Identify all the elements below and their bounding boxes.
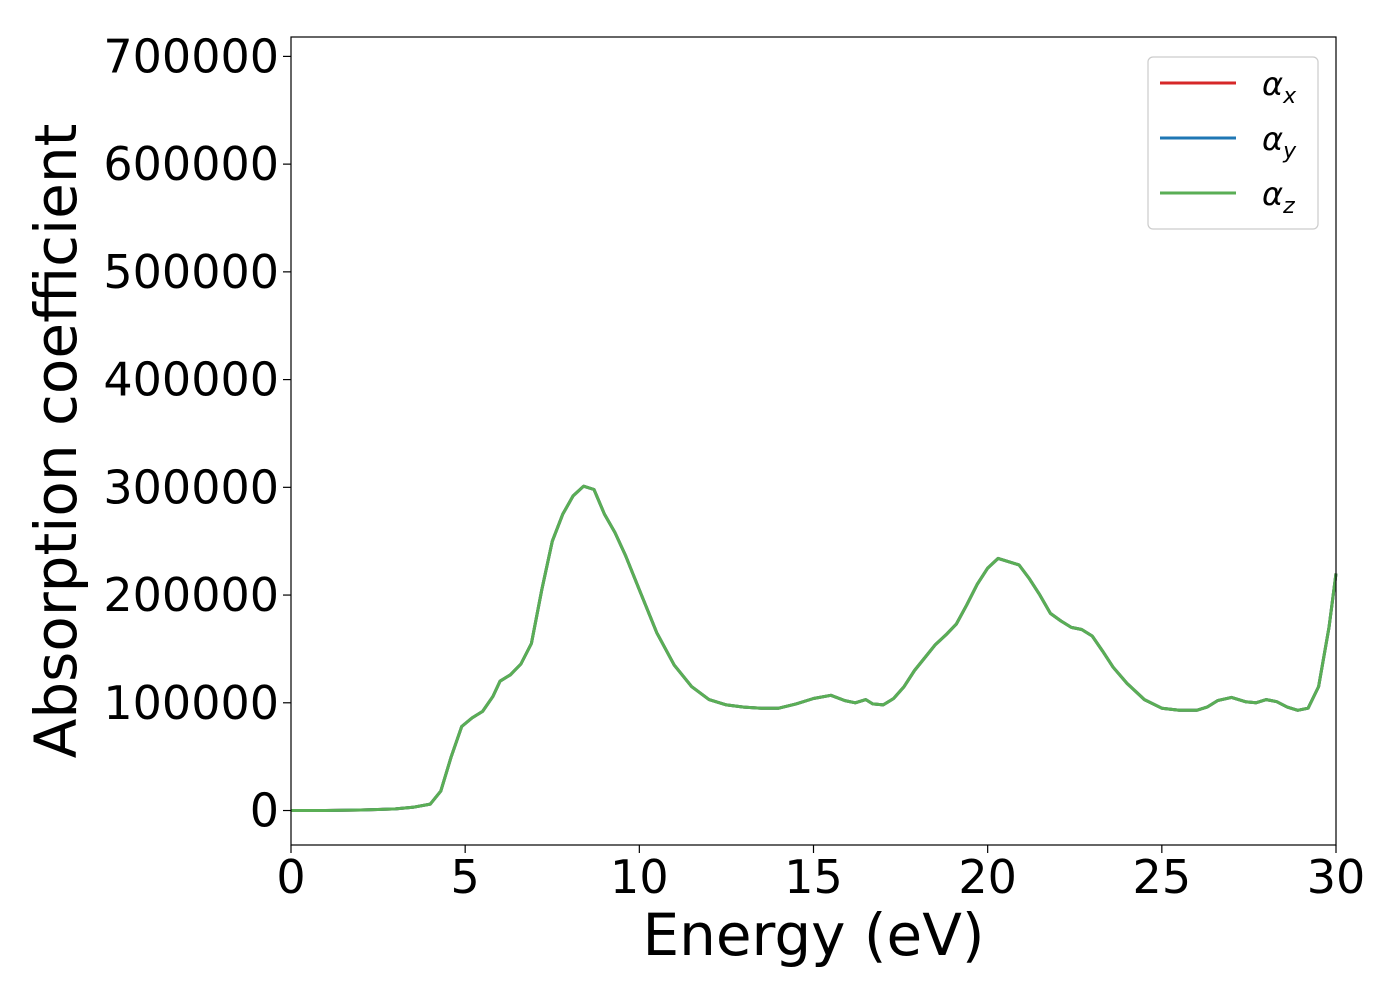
series-line-0	[291, 484, 1338, 812]
y-tick-label: 500000	[103, 245, 279, 299]
x-tick-label: 20	[958, 850, 1017, 904]
y-tick-label: 0	[250, 784, 279, 838]
x-tick-label: 0	[276, 850, 305, 904]
y-axis-ticks: 0 100000 200000 300000 400000 500000 600000 700…	[103, 29, 291, 838]
series-line-2	[291, 484, 1338, 812]
series-layer	[291, 484, 1338, 812]
y-axis-label: Absorption coefficient	[22, 124, 90, 759]
legend-box	[1147, 56, 1319, 230]
x-tick-label: 25	[1133, 850, 1192, 904]
x-axis-label: Energy (eV)	[642, 901, 984, 969]
legend-label-z: αz	[1262, 175, 1295, 219]
y-tick-label: 600000	[103, 137, 279, 191]
legend: αx αy αz	[1147, 56, 1319, 230]
y-tick-label: 300000	[103, 460, 279, 514]
x-tick-label: 15	[784, 850, 843, 904]
x-tick-label: 5	[451, 850, 480, 904]
y-tick-label: 200000	[103, 568, 279, 622]
y-tick-label: 700000	[103, 29, 279, 83]
x-tick-label: 30	[1307, 850, 1366, 904]
x-tick-label: 10	[610, 850, 669, 904]
series-line-1	[291, 484, 1338, 812]
x-axis-ticks: 0 5 10 15 20 25 30	[276, 845, 1365, 904]
legend-label-y: αy	[1262, 120, 1297, 164]
legend-label-x: αx	[1262, 65, 1297, 109]
y-tick-label: 100000	[103, 676, 279, 730]
y-tick-label: 400000	[103, 353, 279, 407]
